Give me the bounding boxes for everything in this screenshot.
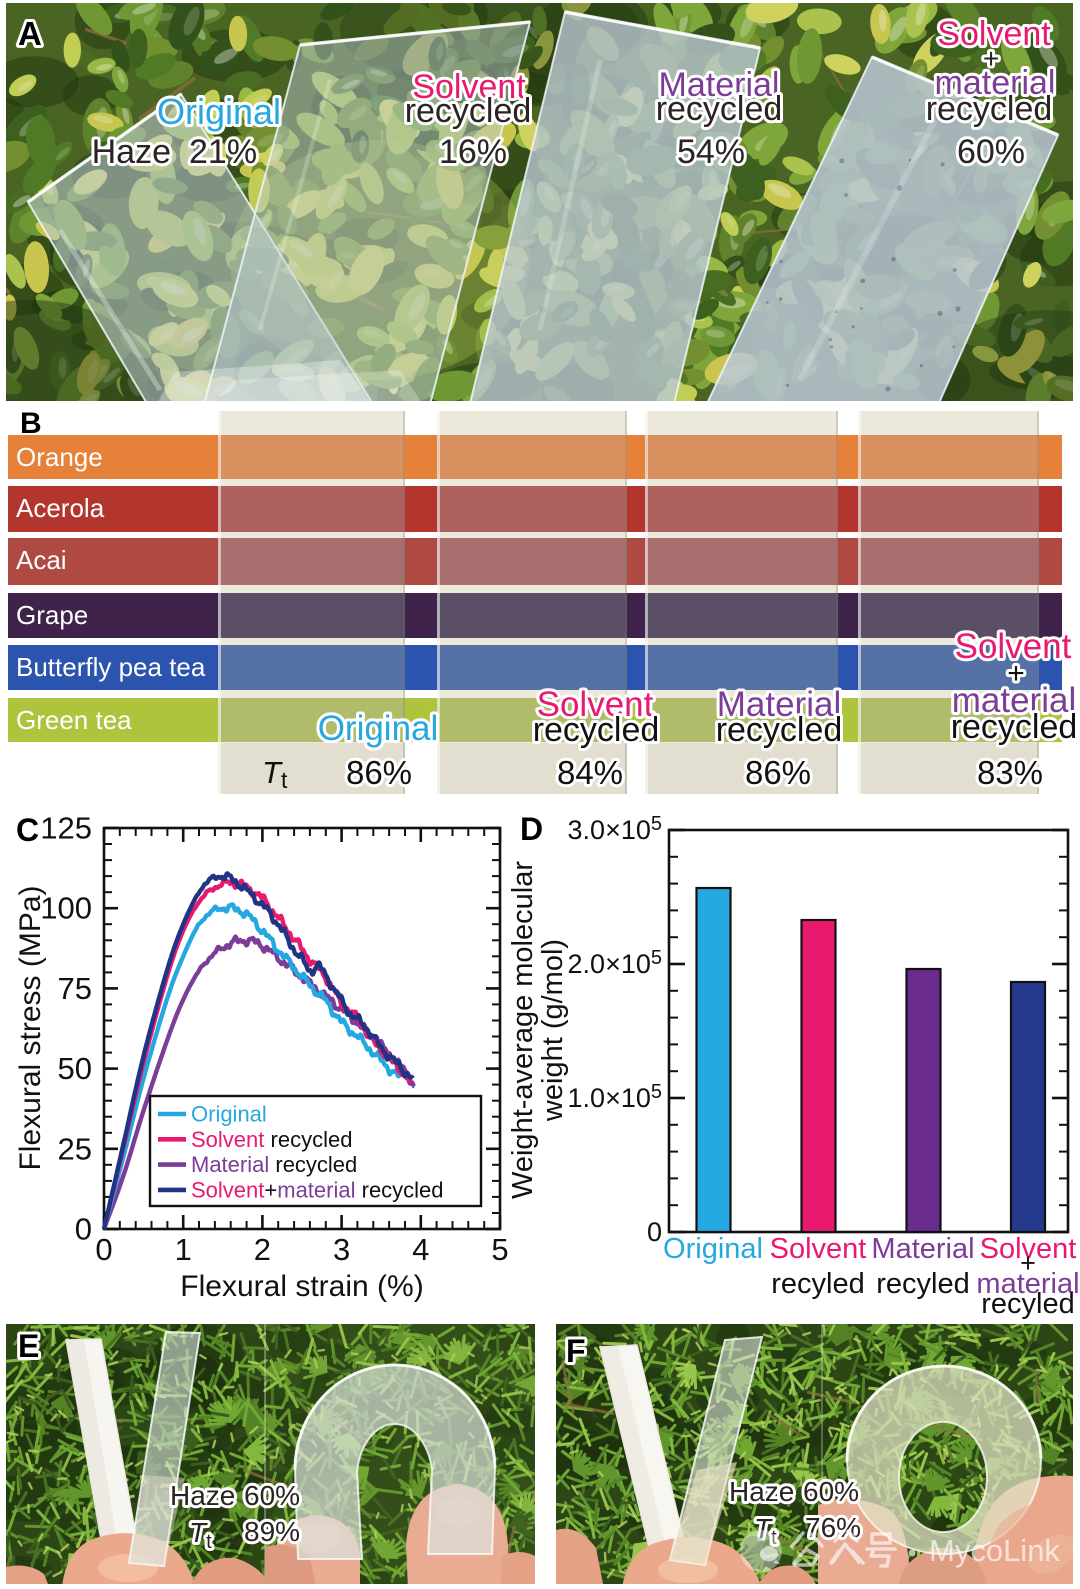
svg-text:Original: Original xyxy=(663,1233,763,1265)
svg-text:60%: 60% xyxy=(957,133,1025,171)
svg-text:2.0×105: 2.0×105 xyxy=(568,947,662,979)
svg-text:F: F xyxy=(566,1333,586,1369)
svg-text:Haze: Haze xyxy=(92,133,171,171)
svg-text:86%: 86% xyxy=(346,754,412,791)
svg-text:75: 75 xyxy=(58,971,92,1006)
svg-text:1: 1 xyxy=(175,1232,192,1267)
svg-text:0: 0 xyxy=(647,1217,662,1247)
svg-text:Material recycled: Material recycled xyxy=(191,1152,357,1177)
svg-text:Acai: Acai xyxy=(16,545,67,575)
svg-text:+: + xyxy=(1007,657,1025,690)
svg-text:E: E xyxy=(18,1328,39,1364)
svg-text:60%: 60% xyxy=(244,1480,300,1511)
svg-text:D: D xyxy=(520,811,543,847)
svg-text:recycled: recycled xyxy=(926,90,1053,128)
svg-text:125: 125 xyxy=(40,811,92,846)
svg-text:MycoLink: MycoLink xyxy=(929,1533,1060,1568)
svg-text:material: material xyxy=(935,64,1056,102)
svg-text:Green tea: Green tea xyxy=(16,705,132,735)
svg-text:Solvent: Solvent xyxy=(937,15,1051,53)
svg-text:recycled: recycled xyxy=(656,90,783,128)
svg-text:83%: 83% xyxy=(977,754,1043,791)
svg-text:recyled: recyled xyxy=(771,1268,865,1300)
svg-text:material: material xyxy=(952,681,1076,720)
svg-text:100: 100 xyxy=(40,891,92,926)
svg-text:3.0×105: 3.0×105 xyxy=(568,813,662,845)
svg-text:Material: Material xyxy=(717,685,841,724)
svg-text:84%: 84% xyxy=(557,754,623,791)
svg-text:Haze: Haze xyxy=(729,1476,794,1507)
svg-text:recyled: recyled xyxy=(876,1268,970,1300)
svg-text:material: material xyxy=(976,1268,1079,1300)
svg-text:Solvent+material recycled: Solvent+material recycled xyxy=(191,1177,444,1202)
svg-text:Original: Original xyxy=(191,1102,267,1127)
svg-text:5: 5 xyxy=(491,1232,508,1267)
svg-text:Grape: Grape xyxy=(16,600,88,630)
svg-text:4: 4 xyxy=(412,1232,429,1267)
svg-text:recyled: recyled xyxy=(981,1288,1075,1320)
svg-text:Solvent: Solvent xyxy=(412,68,526,106)
svg-text:Acerola: Acerola xyxy=(16,493,105,523)
svg-text:recycled: recycled xyxy=(951,708,1078,746)
svg-text:Flexural stress (MPa): Flexural stress (MPa) xyxy=(14,885,47,1170)
svg-text:21%: 21% xyxy=(189,133,257,171)
svg-text:Weight-average molecular: Weight-average molecular xyxy=(507,861,539,1199)
svg-text:recycled: recycled xyxy=(533,711,660,749)
svg-text:Material: Material xyxy=(659,66,780,104)
svg-text:2: 2 xyxy=(254,1232,271,1267)
svg-text:weight (g/mol): weight (g/mol) xyxy=(537,939,569,1122)
svg-text:50: 50 xyxy=(58,1051,92,1086)
svg-text:3: 3 xyxy=(333,1232,350,1267)
svg-text:Orange: Orange xyxy=(16,442,103,472)
svg-text:+: + xyxy=(1020,1248,1036,1278)
svg-text:1.0×105: 1.0×105 xyxy=(568,1081,662,1113)
svg-text:Solvent: Solvent xyxy=(955,627,1072,666)
svg-text:C: C xyxy=(16,812,39,848)
svg-text:Flexural strain (%): Flexural strain (%) xyxy=(180,1270,423,1303)
svg-text:Solvent: Solvent xyxy=(537,685,654,724)
svg-text:Solvent: Solvent xyxy=(770,1233,867,1265)
svg-text:recycled: recycled xyxy=(716,711,843,749)
svg-text:86%: 86% xyxy=(745,754,811,791)
svg-text:Butterfly pea tea: Butterfly pea tea xyxy=(16,652,206,682)
svg-text:89%: 89% xyxy=(244,1516,300,1547)
svg-text:16%: 16% xyxy=(439,133,507,171)
svg-text:B: B xyxy=(20,407,42,440)
svg-text:Tt: Tt xyxy=(262,755,288,793)
svg-text:Material: Material xyxy=(871,1233,974,1265)
svg-text:54%: 54% xyxy=(677,133,745,171)
svg-text:Tt: Tt xyxy=(754,1513,777,1549)
svg-text:0: 0 xyxy=(75,1212,92,1247)
svg-text:A: A xyxy=(18,15,42,52)
svg-text:Solvent recycled: Solvent recycled xyxy=(191,1127,352,1152)
svg-text:60%: 60% xyxy=(803,1476,859,1507)
svg-text:Solvent: Solvent xyxy=(980,1233,1077,1265)
svg-text:25: 25 xyxy=(58,1131,92,1166)
svg-text:+: + xyxy=(983,43,999,74)
svg-text:Original: Original xyxy=(157,91,281,132)
svg-text:Haze: Haze xyxy=(170,1480,235,1511)
svg-text:0: 0 xyxy=(95,1232,112,1267)
svg-text:recycled: recycled xyxy=(405,92,532,130)
svg-text:Original: Original xyxy=(318,709,439,748)
